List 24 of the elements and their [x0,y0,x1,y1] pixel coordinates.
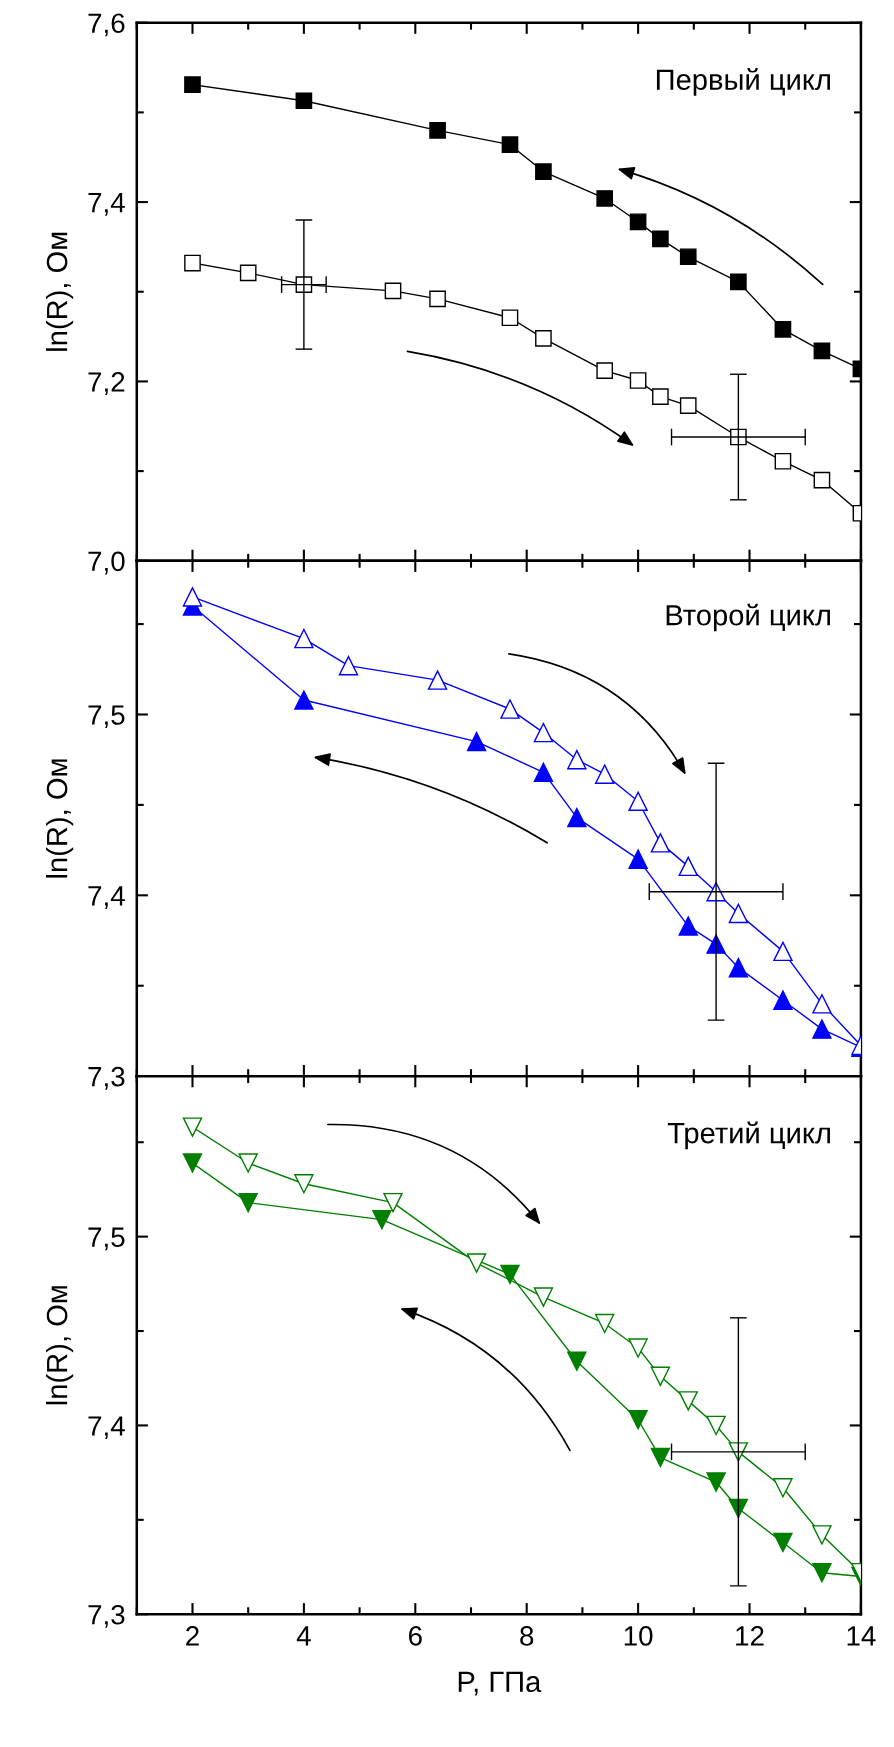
x-tick-label: 6 [408,1626,422,1646]
y-tick-label: 7,5 [88,1227,125,1251]
y-tick-label: 7,0 [88,551,125,575]
y-axis-title: ln(R), Ом [45,1286,74,1405]
y-axis-title: ln(R), Ом [45,759,74,878]
x-tick-label: 2 [186,1626,199,1646]
x-tick-label: 10 [624,1626,653,1646]
y-tick-label: 7,2 [88,372,125,396]
x-tick-label: 14 [847,1626,876,1646]
text: Первый цикл [656,68,830,96]
text: Второй цикл [666,603,830,632]
y-tick-label: 7,3 [88,1604,125,1628]
y-tick-label: 7,4 [88,193,125,216]
y-tick-label: 7,4 [88,886,125,909]
x-tick-label: 4 [296,1626,311,1646]
y-tick-label: 7,4 [88,1416,125,1440]
y-tick-label: 7,3 [88,1066,125,1090]
x-axis-title: P, ГПа [458,1671,542,1696]
y-tick-label: 7,5 [88,705,125,729]
y-axis-title: ln(R), Ом [45,232,74,351]
x-tick-label: 12 [736,1626,764,1646]
y-tick-label: 7,6 [88,13,125,37]
x-tick-label: 8 [520,1626,534,1646]
text: Третий цикл [667,1121,830,1150]
